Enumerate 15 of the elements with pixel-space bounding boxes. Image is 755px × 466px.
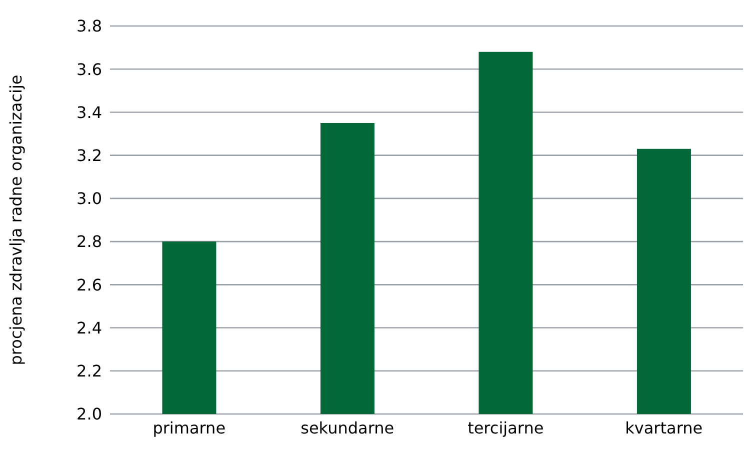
x-tick-label: sekundarne [300, 418, 394, 438]
y-axis-title: procjena zdravlja radne organizacije [6, 74, 26, 366]
y-tick-label: 3.8 [76, 16, 102, 36]
y-tick-label: 3.0 [76, 189, 102, 208]
y-tick-label: 3.4 [76, 102, 102, 122]
y-tick-label: 2.0 [76, 404, 102, 424]
y-tick-label: 3.2 [76, 146, 102, 166]
x-tick-label: kvartarne [625, 418, 703, 438]
x-tick-label: primarne [152, 418, 226, 438]
y-tick-label: 2.8 [76, 232, 102, 252]
y-tick-label: 2.6 [76, 275, 102, 294]
y-tick-label: 3.6 [76, 60, 102, 79]
x-tick-label: tercijarne [468, 418, 544, 438]
y-tick-label: 2.2 [76, 362, 102, 381]
y-tick-label: 2.4 [76, 318, 102, 338]
